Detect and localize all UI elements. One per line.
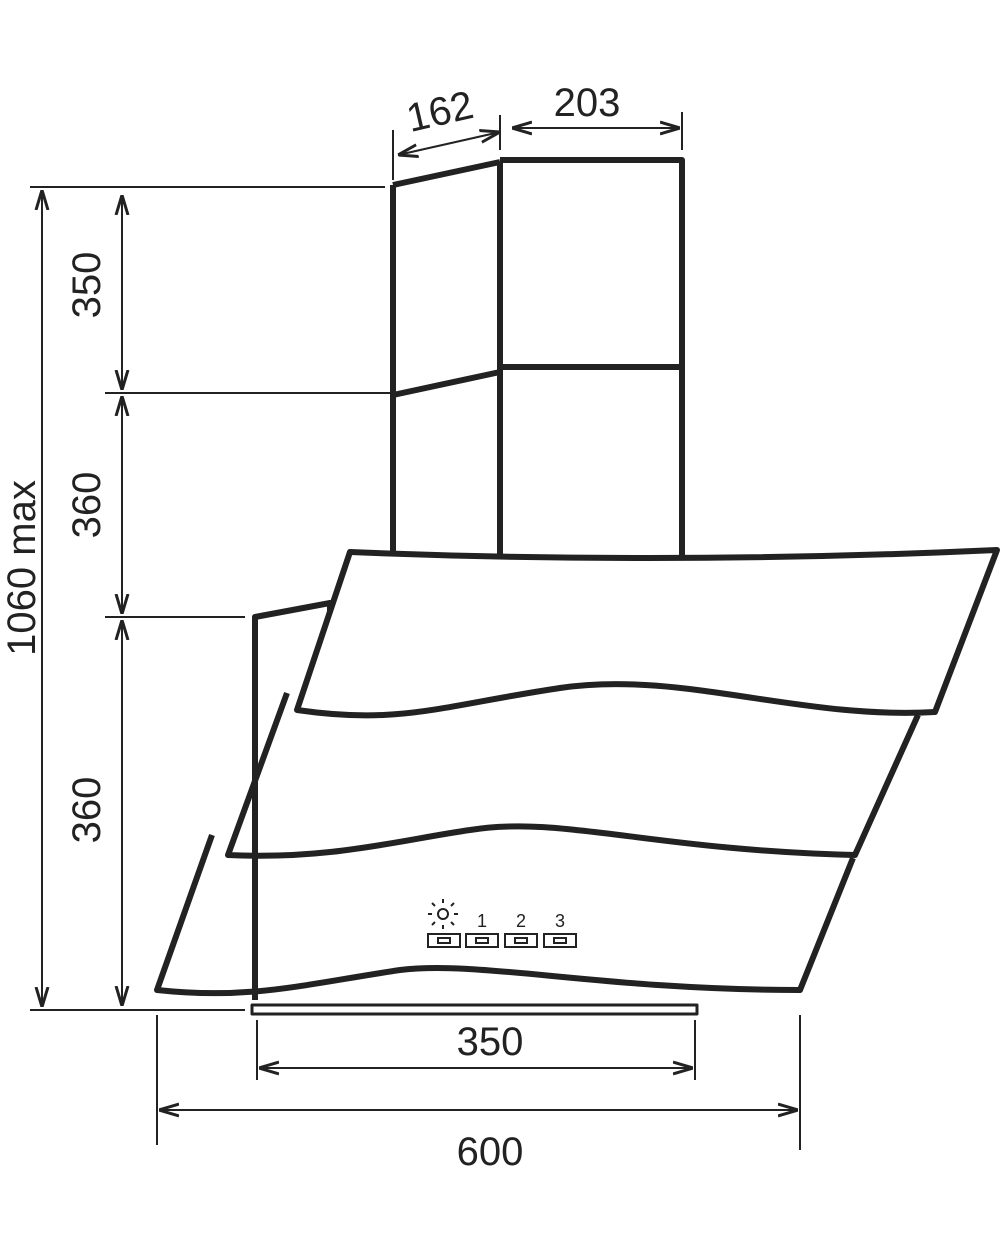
control-label: 1	[477, 911, 487, 931]
chimney	[390, 157, 685, 555]
hood	[154, 547, 1000, 1016]
dimension-label: 600	[457, 1130, 524, 1174]
dimension-label: 360	[65, 777, 109, 844]
dimension-lines	[30, 112, 801, 1150]
dimension-label: 1060 max	[0, 480, 44, 656]
dimension-label: 350	[65, 252, 109, 319]
dimension-label: 162	[403, 83, 478, 141]
control-panel	[427, 899, 577, 948]
dimension-label: 360	[65, 472, 109, 539]
dimension-label: 350	[457, 1020, 524, 1064]
dimension-label: 203	[554, 81, 621, 125]
control-label: 3	[555, 911, 565, 931]
control-label: 2	[516, 911, 526, 931]
